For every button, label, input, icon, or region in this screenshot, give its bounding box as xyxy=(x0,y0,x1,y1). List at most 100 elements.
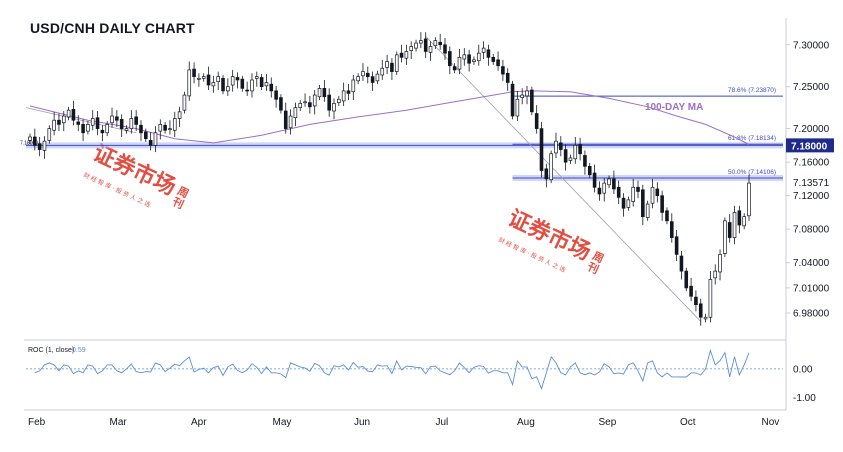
candle xyxy=(71,100,76,126)
candle-body xyxy=(288,115,293,129)
candle xyxy=(211,75,216,93)
candle xyxy=(168,120,172,135)
candle-body xyxy=(650,186,655,204)
candle-body xyxy=(694,296,698,306)
candle xyxy=(144,128,148,143)
candle-body xyxy=(293,107,298,119)
candle-body xyxy=(356,76,360,82)
candle xyxy=(559,136,563,157)
candle xyxy=(274,85,278,108)
candle-body xyxy=(134,116,138,125)
svg-text:周: 周 xyxy=(590,249,605,265)
candle-body xyxy=(52,119,56,131)
candle-body xyxy=(602,182,607,194)
candle xyxy=(525,85,529,105)
candle-body xyxy=(467,54,471,64)
candle xyxy=(655,182,660,203)
roc-tick-label: -1.00 xyxy=(793,393,816,404)
candle xyxy=(496,51,500,71)
x-tick-label: Nov xyxy=(762,417,780,428)
candle xyxy=(322,79,327,102)
candle xyxy=(245,81,249,96)
candle xyxy=(390,58,394,80)
candle xyxy=(428,41,433,61)
candle-body xyxy=(197,77,201,80)
candle-body xyxy=(419,40,423,44)
roc-last-value: 0.59 xyxy=(72,347,86,354)
candle-body xyxy=(129,118,134,129)
candle xyxy=(641,184,645,226)
candle-body xyxy=(279,97,283,111)
candle-body xyxy=(501,66,505,75)
candle xyxy=(679,251,684,280)
candle xyxy=(264,74,269,91)
candle-body xyxy=(61,115,66,124)
y-tick-label: 6.98000 xyxy=(793,309,830,320)
candle xyxy=(404,44,409,65)
candle xyxy=(148,131,153,151)
candle-body xyxy=(539,128,544,171)
candle-body xyxy=(230,76,235,86)
candle-body xyxy=(496,59,500,67)
candle-body xyxy=(689,285,693,297)
candle-body xyxy=(37,143,42,150)
candle-body xyxy=(100,129,105,134)
candle-body xyxy=(636,186,640,192)
candle-body xyxy=(698,303,703,318)
candle xyxy=(226,78,230,96)
candle xyxy=(105,121,110,137)
candle-body xyxy=(583,155,587,167)
candle xyxy=(573,136,578,164)
candle-body xyxy=(115,116,119,121)
svg-text:刊: 刊 xyxy=(585,260,600,276)
candle xyxy=(616,180,621,205)
candle-body xyxy=(86,124,90,132)
candle-body xyxy=(216,76,220,83)
candle-body xyxy=(327,94,331,111)
x-tick-label: Oct xyxy=(680,417,696,428)
roc-line xyxy=(34,348,750,391)
candle xyxy=(332,98,336,120)
candle xyxy=(467,49,471,72)
candle xyxy=(86,121,90,135)
chart-title: USD/CNH DAILY CHART xyxy=(30,20,195,36)
x-tick-label: May xyxy=(273,417,292,428)
candle xyxy=(380,59,385,80)
candle-body xyxy=(616,186,621,198)
candle-body xyxy=(298,103,303,108)
candle-body xyxy=(563,149,568,163)
candle xyxy=(298,100,303,111)
candle xyxy=(375,70,380,85)
candle xyxy=(303,93,307,107)
candle-body xyxy=(390,62,394,72)
candle xyxy=(172,111,177,137)
candle-body xyxy=(708,279,713,318)
candle-body xyxy=(457,56,462,70)
candle xyxy=(698,298,703,326)
candle-body xyxy=(370,76,375,83)
candle-body xyxy=(385,61,389,68)
candle xyxy=(33,128,37,151)
candle-body xyxy=(144,131,148,140)
roc-tick-label: 0.00 xyxy=(793,364,813,375)
candle xyxy=(713,264,718,285)
candle-body xyxy=(163,124,167,131)
candle-body xyxy=(81,124,85,134)
candle xyxy=(737,205,742,234)
candle xyxy=(28,133,32,144)
x-tick-label: Aug xyxy=(517,417,535,428)
candle xyxy=(317,85,322,101)
candle xyxy=(597,181,602,201)
candle xyxy=(563,144,568,171)
candle xyxy=(293,102,298,127)
ma-label: 100-DAY MA xyxy=(645,102,703,113)
candle-body xyxy=(438,41,442,46)
candle xyxy=(660,190,664,221)
candle xyxy=(631,178,635,207)
candle xyxy=(592,164,597,193)
candle-body xyxy=(727,222,732,238)
candle-body xyxy=(139,124,143,134)
candle-body xyxy=(660,195,664,213)
candle xyxy=(346,84,351,101)
